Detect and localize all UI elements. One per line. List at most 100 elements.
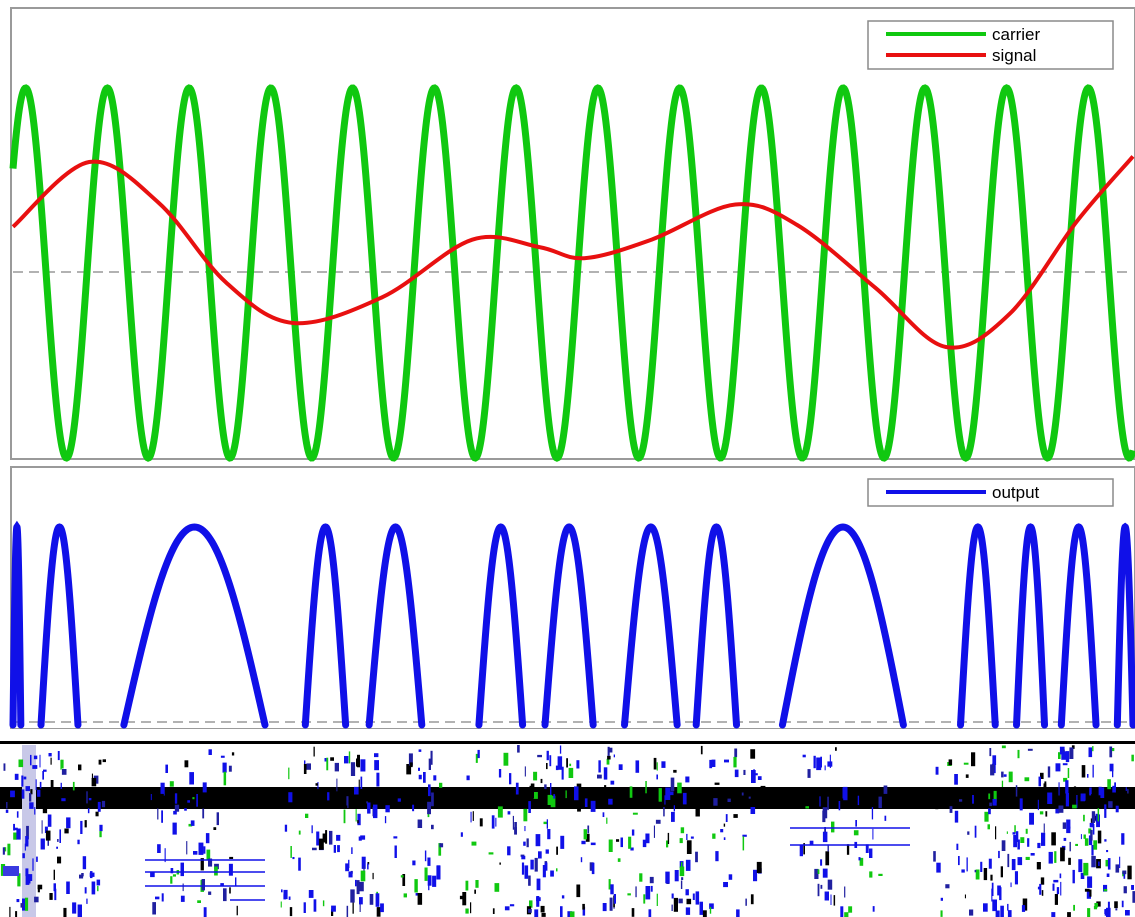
corrupted-image-region bbox=[0, 729, 1135, 917]
artifact-noise-mark bbox=[643, 894, 646, 904]
artifact-noise-mark bbox=[559, 745, 562, 754]
artifact-noise-mark bbox=[42, 802, 48, 814]
artifact-noise-mark bbox=[991, 888, 993, 902]
artifact-noise-mark bbox=[1107, 901, 1110, 914]
artifact-noise-mark bbox=[1027, 838, 1030, 847]
artifact-noise-mark bbox=[1036, 862, 1041, 870]
artifact-noise-mark bbox=[223, 888, 227, 902]
artifact-noise-mark bbox=[346, 796, 349, 808]
artifact-noise-mark bbox=[355, 879, 357, 887]
artifact-noise-mark bbox=[44, 826, 48, 833]
artifact-noise-mark bbox=[680, 827, 685, 834]
artifact-noise-mark bbox=[965, 774, 969, 778]
artifact-noise-mark bbox=[402, 874, 406, 886]
artifact-noise-mark bbox=[322, 833, 326, 843]
artifact-noise-mark bbox=[521, 862, 525, 875]
artifact-noise-mark bbox=[547, 794, 553, 805]
artifact-noise-mark bbox=[1037, 799, 1039, 811]
artifact-noise-mark bbox=[1007, 853, 1010, 868]
artifact-noise-mark bbox=[984, 811, 989, 822]
artifact-noise-mark bbox=[714, 782, 720, 785]
series-output-arch-13 bbox=[1057, 523, 1100, 729]
artifact-noise-mark bbox=[959, 799, 963, 802]
artifact-noise-mark bbox=[439, 782, 443, 788]
artifact-noise-mark bbox=[170, 876, 173, 884]
artifact-noise-mark bbox=[1014, 825, 1016, 833]
artifact-noise-mark bbox=[1080, 872, 1085, 879]
artifact-noise-mark bbox=[816, 757, 822, 771]
series-output-arch-10 bbox=[778, 523, 907, 729]
artifact-noise-mark bbox=[203, 846, 206, 854]
artifact-noise-mark bbox=[822, 868, 828, 878]
artifact-noise-mark bbox=[95, 811, 99, 817]
artifact-noise-mark bbox=[602, 903, 607, 912]
artifact-noise-mark bbox=[1047, 792, 1053, 804]
artifact-noise-mark bbox=[530, 783, 535, 791]
artifact-noise-mark bbox=[214, 866, 218, 876]
series-output-arch-12 bbox=[1013, 523, 1049, 729]
artifact-noise-mark bbox=[311, 825, 313, 834]
artifact-noise-mark bbox=[1065, 780, 1069, 794]
artifact-noise-mark bbox=[940, 910, 943, 917]
artifact-noise-mark bbox=[186, 841, 188, 855]
artifact-noise-mark bbox=[742, 834, 747, 837]
artifact-noise-mark bbox=[160, 793, 164, 807]
artifact-noise-mark bbox=[507, 811, 511, 815]
artifact-noise-mark bbox=[843, 786, 848, 801]
artifact-noise-mark bbox=[324, 758, 327, 762]
artifact-noise-mark bbox=[533, 771, 538, 781]
artifact-noise-mark bbox=[184, 808, 187, 811]
artifact-noise-mark bbox=[603, 767, 608, 780]
artifact-noise-mark bbox=[681, 877, 684, 880]
artifact-noise-mark bbox=[298, 857, 301, 871]
artifact-noise-mark bbox=[1132, 891, 1135, 903]
artifact-noise-mark bbox=[202, 808, 205, 819]
artifact-noise-mark bbox=[753, 869, 758, 882]
artifact-noise-mark bbox=[530, 859, 534, 870]
artifact-noise-mark bbox=[884, 815, 887, 821]
artifact-noise-mark bbox=[1008, 771, 1013, 783]
artifact-noise-mark bbox=[966, 857, 968, 872]
artifact-noise-mark bbox=[334, 762, 339, 772]
bottom-plot-area bbox=[10, 466, 1135, 730]
artifact-noise-mark bbox=[665, 787, 671, 800]
artifact-noise-mark bbox=[1054, 894, 1058, 905]
artifact-noise-mark bbox=[674, 870, 679, 882]
artifact-noise-mark bbox=[1067, 912, 1071, 917]
artifact-noise-mark bbox=[61, 769, 67, 775]
artifact-noise-mark bbox=[281, 889, 283, 893]
artifact-noise-mark bbox=[499, 862, 501, 865]
artifact-noise-mark bbox=[865, 844, 869, 853]
artifact-noise-mark bbox=[89, 872, 95, 877]
artifact-noise-mark bbox=[521, 855, 526, 860]
artifact-noise-mark bbox=[497, 806, 503, 818]
artifact-noise-mark bbox=[393, 836, 398, 839]
artifact-noise-mark bbox=[745, 898, 747, 906]
artifact-noise-mark bbox=[635, 886, 637, 898]
artifact-noise-mark bbox=[1119, 856, 1121, 868]
artifact-noise-mark bbox=[859, 857, 864, 866]
artifact-noise-mark bbox=[322, 900, 325, 907]
artifact-noise-mark bbox=[677, 782, 682, 794]
artifact-noise-mark bbox=[329, 830, 333, 845]
artifact-noise-mark bbox=[475, 880, 479, 888]
artifact-noise-mark bbox=[723, 882, 728, 888]
artifact-noise-mark bbox=[56, 846, 58, 849]
artifact-noise-mark bbox=[825, 851, 830, 866]
artifact-noise-mark bbox=[695, 891, 700, 905]
artifact-noise-mark bbox=[317, 782, 319, 790]
corrupted-black-band-top bbox=[0, 741, 1135, 744]
artifact-noise-mark bbox=[682, 792, 687, 805]
artifact-noise-mark bbox=[412, 860, 416, 866]
artifact-noise-mark bbox=[725, 814, 728, 822]
artifact-noise-mark bbox=[86, 791, 88, 804]
artifact-noise-mark bbox=[1063, 749, 1065, 753]
artifact-noise-mark bbox=[292, 857, 295, 860]
artifact-noise-mark bbox=[360, 776, 363, 789]
artifact-noise-mark bbox=[972, 795, 974, 804]
series-output-arch-8 bbox=[621, 523, 681, 729]
artifact-noise-mark bbox=[25, 868, 29, 877]
artifact-noise-mark bbox=[987, 824, 990, 830]
series-signal-line bbox=[11, 155, 1135, 350]
artifact-noise-mark bbox=[720, 829, 724, 833]
